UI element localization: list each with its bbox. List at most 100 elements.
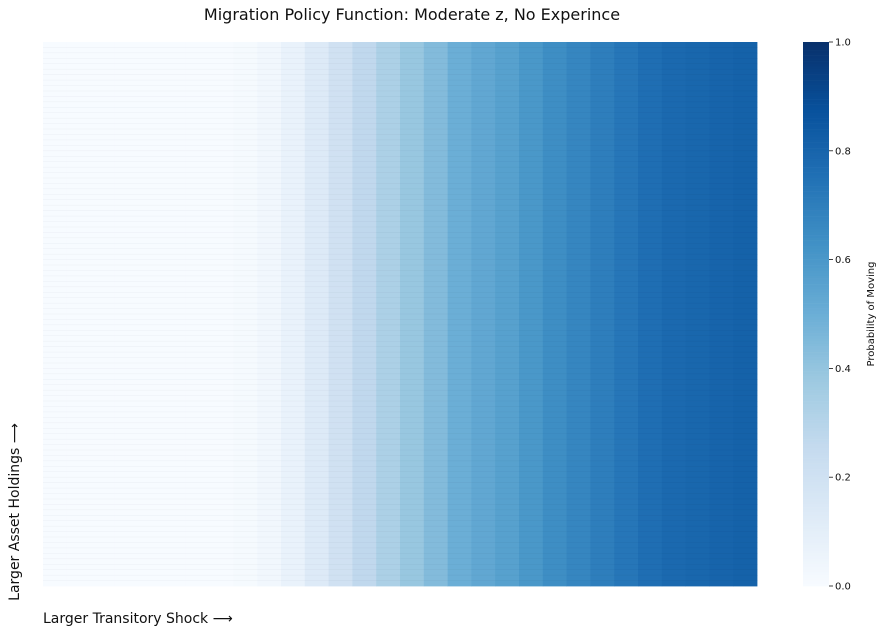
heatmap-cell <box>281 390 306 396</box>
heatmap-cell <box>614 319 639 326</box>
heatmap-cell <box>566 270 591 277</box>
heatmap-cell <box>376 444 401 451</box>
colorbar-tick-label: 0.4 <box>835 364 851 375</box>
heatmap-cell <box>614 450 639 456</box>
heatmap-cell <box>328 314 353 320</box>
heatmap-cell <box>519 199 544 206</box>
heatmap-cell <box>281 129 306 135</box>
heatmap-cell <box>685 243 710 250</box>
heatmap-cell <box>495 85 520 92</box>
heatmap-cell <box>447 384 472 391</box>
heatmap-cell <box>590 450 615 456</box>
heatmap-cell <box>66 118 91 124</box>
heatmap-cell <box>542 286 567 293</box>
heatmap-cell <box>138 471 163 478</box>
heatmap-cell <box>447 324 472 331</box>
heatmap-cell <box>328 488 353 494</box>
heatmap-cell <box>542 47 567 54</box>
heatmap-cell <box>43 63 68 70</box>
heatmap-cell <box>709 537 734 543</box>
heatmap-cell <box>376 232 401 239</box>
heatmap-cell <box>304 439 329 445</box>
heatmap-cell <box>519 466 544 473</box>
heatmap-cell <box>400 526 425 532</box>
heatmap-cell <box>566 188 591 195</box>
heatmap-cell <box>542 493 567 500</box>
heatmap-cell <box>590 433 615 440</box>
heatmap-cell <box>614 52 639 59</box>
colorbar-segment <box>803 471 829 475</box>
heatmap-cell <box>233 547 258 554</box>
heatmap-cell <box>114 330 139 337</box>
heatmap-cell <box>138 90 163 97</box>
heatmap-cell <box>542 308 567 315</box>
heatmap-cell <box>471 232 496 239</box>
heatmap-cell <box>162 167 187 173</box>
heatmap-cell <box>685 308 710 315</box>
heatmap-cell <box>400 248 425 255</box>
heatmap-cell <box>542 216 567 222</box>
heatmap-cell <box>590 42 615 48</box>
heatmap-cell <box>661 172 686 179</box>
heatmap-cell <box>209 139 234 146</box>
heatmap-cell <box>566 183 591 190</box>
heatmap-cell <box>43 286 68 293</box>
heatmap-cell <box>328 537 353 543</box>
heatmap-cell <box>495 286 520 293</box>
heatmap-cell <box>66 85 91 92</box>
colorbar-segment <box>803 188 829 192</box>
heatmap-cell <box>352 292 377 299</box>
heatmap-cell <box>352 477 377 484</box>
heatmap-cell <box>376 488 401 494</box>
colorbar-segment <box>803 226 829 230</box>
heatmap-cell <box>376 205 401 212</box>
heatmap-cell <box>90 314 115 320</box>
heatmap-cell <box>542 52 567 59</box>
heatmap-cell <box>352 444 377 451</box>
heatmap-cell <box>257 373 282 380</box>
heatmap-cell <box>566 172 591 179</box>
heatmap-cell <box>281 460 306 467</box>
heatmap-cell <box>138 422 163 429</box>
heatmap-cell <box>66 270 91 277</box>
heatmap-cell <box>566 194 591 201</box>
heatmap-cell <box>709 52 734 59</box>
heatmap-cell <box>138 178 163 184</box>
heatmap-cell <box>495 150 520 157</box>
heatmap-cell <box>185 564 210 571</box>
heatmap-cell <box>233 553 258 560</box>
heatmap-cell <box>138 401 163 407</box>
heatmap-cell <box>400 580 425 587</box>
heatmap-cell <box>162 460 187 467</box>
heatmap-cell <box>138 308 163 315</box>
heatmap-cell <box>90 401 115 407</box>
heatmap-cell <box>542 450 567 456</box>
heatmap-cell <box>376 569 401 576</box>
heatmap-cell <box>471 42 496 48</box>
heatmap-cell <box>257 303 282 309</box>
heatmap-cell <box>376 281 401 288</box>
heatmap-cell <box>519 74 544 81</box>
heatmap-cell <box>257 477 282 484</box>
heatmap-cell <box>43 580 68 587</box>
colorbar-segment <box>803 248 829 252</box>
heatmap-cell <box>400 150 425 157</box>
colorbar-segment <box>803 213 829 217</box>
heatmap-cell <box>209 520 234 527</box>
heatmap-cell <box>519 167 544 173</box>
heatmap-cell <box>661 292 686 299</box>
heatmap-cell <box>685 254 710 260</box>
heatmap-cell <box>423 107 448 114</box>
heatmap-cell <box>471 96 496 103</box>
heatmap-cell <box>352 526 377 532</box>
heatmap-cell <box>209 477 234 484</box>
heatmap-cell <box>90 281 115 288</box>
heatmap-cell <box>590 330 615 337</box>
heatmap-cell <box>328 178 353 184</box>
heatmap-cell <box>43 183 68 190</box>
heatmap-cell <box>233 275 258 282</box>
heatmap-cell <box>138 515 163 522</box>
heatmap-cell <box>471 357 496 364</box>
heatmap-cell <box>376 243 401 250</box>
heatmap-cell <box>162 101 187 108</box>
